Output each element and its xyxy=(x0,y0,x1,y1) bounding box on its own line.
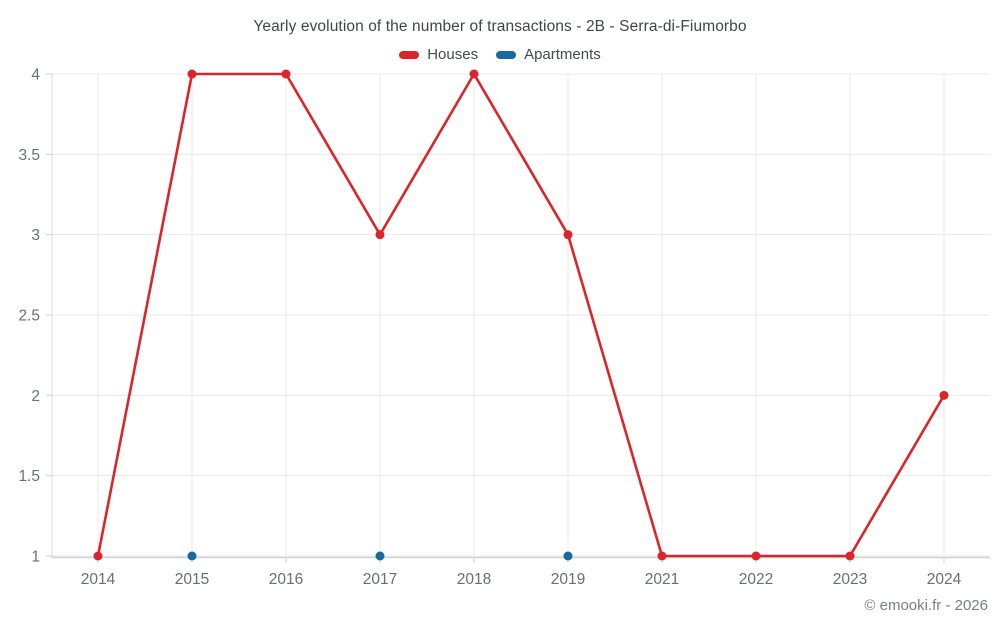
axis-labels: 1 1.5 2 2.5 3 3.5 4 2014 2015 2016 2017 2018 2019 202… xyxy=(18,67,961,589)
legend-swatch-houses xyxy=(399,50,420,59)
data-point[interactable] xyxy=(563,230,573,240)
x-tick-label: 2023 xyxy=(833,571,867,588)
y-tick-label: 1 xyxy=(31,549,40,566)
gridlines xyxy=(52,73,990,557)
data-point[interactable] xyxy=(375,551,385,561)
series-houses xyxy=(93,69,949,561)
x-tick-label: 2016 xyxy=(269,571,303,588)
x-tick-label: 2022 xyxy=(739,571,773,588)
data-point[interactable] xyxy=(93,551,103,561)
y-tick-label: 4 xyxy=(31,67,40,84)
legend-label-apartments: Apartments xyxy=(524,46,601,63)
y-tick-label: 3 xyxy=(31,227,40,244)
data-point[interactable] xyxy=(281,69,291,79)
legend-swatch-apartments xyxy=(496,50,517,59)
legend-label-houses: Houses xyxy=(427,46,479,63)
data-point[interactable] xyxy=(939,390,949,400)
legend: Houses Apartments xyxy=(0,46,1000,63)
x-tick-label: 2015 xyxy=(175,571,209,588)
data-point[interactable] xyxy=(375,230,385,240)
data-point[interactable] xyxy=(187,551,197,561)
x-tick-label: 2021 xyxy=(645,571,679,588)
legend-item-houses[interactable]: Houses xyxy=(399,46,478,63)
legend-item-apartments[interactable]: Apartments xyxy=(496,46,601,63)
data-point[interactable] xyxy=(187,69,197,79)
x-tick-label: 2017 xyxy=(363,571,397,588)
data-point[interactable] xyxy=(563,551,573,561)
y-tick-label: 2.5 xyxy=(18,308,40,325)
data-point[interactable] xyxy=(657,551,667,561)
x-tick-label: 2019 xyxy=(551,571,585,588)
y-tick-label: 1.5 xyxy=(18,468,40,485)
x-tick-label: 2024 xyxy=(927,571,962,588)
y-tick-label: 3.5 xyxy=(18,147,40,164)
chart-title: Yearly evolution of the number of transa… xyxy=(253,18,747,35)
data-point[interactable] xyxy=(751,551,761,561)
x-tick-label: 2018 xyxy=(457,571,491,588)
x-tick-label: 2014 xyxy=(81,571,116,588)
data-point[interactable] xyxy=(845,551,855,561)
series-apartments xyxy=(187,551,573,561)
copyright: © emooki.fr - 2026 xyxy=(864,597,988,614)
y-tick-label: 2 xyxy=(31,388,40,405)
data-point[interactable] xyxy=(469,69,479,79)
